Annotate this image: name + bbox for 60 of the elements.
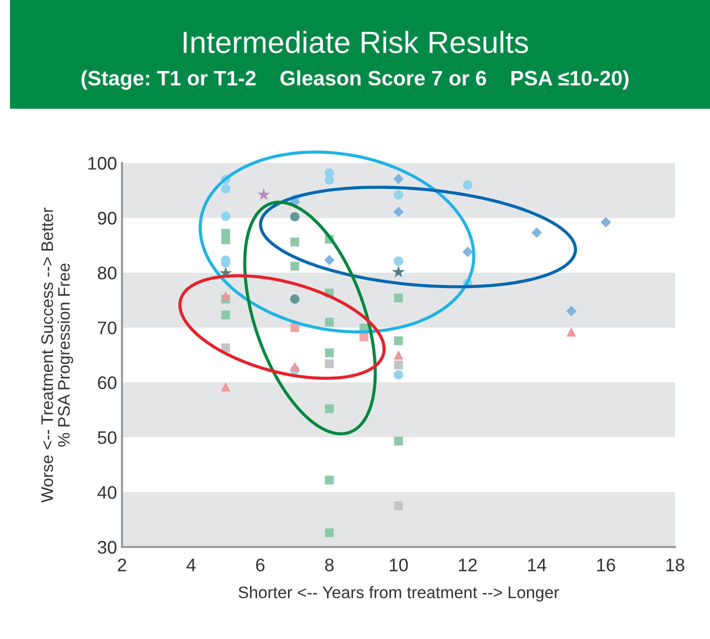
- point: [394, 294, 403, 302]
- y-tick-label: 80: [98, 266, 116, 280]
- point: [566, 306, 577, 316]
- point: [324, 254, 335, 266]
- point: [324, 175, 334, 185]
- point: [394, 360, 403, 370]
- chart-title: Intermediate Risk Results: [184, 30, 528, 54]
- point: [324, 528, 334, 538]
- point: [257, 188, 270, 200]
- point: [394, 350, 404, 360]
- x-tick-label: 4: [186, 558, 196, 572]
- chart-subtitle: (Stage: T1 or T1-2 Gleason Score 7 or 6 PSA ≤10-20): [82, 70, 628, 90]
- point: [394, 256, 404, 266]
- point: [393, 174, 404, 184]
- point: [221, 184, 230, 194]
- y-tick-label: 40: [97, 486, 116, 499]
- y-tick-label: 60: [98, 376, 116, 390]
- point: [393, 206, 404, 218]
- point: [221, 382, 230, 392]
- point: [462, 246, 473, 258]
- point: [324, 404, 334, 414]
- point: [394, 336, 403, 346]
- y-tick-label: 30: [98, 540, 116, 554]
- y-tick-label: 100: [88, 156, 116, 170]
- x-axis-title: Shorter <-- Years from treatment --> Longer: [238, 586, 559, 602]
- point: [290, 294, 300, 304]
- y-tick-label: 50: [98, 431, 116, 444]
- point: [462, 180, 472, 190]
- point: [324, 476, 334, 484]
- x-tick-label: 10: [390, 558, 408, 572]
- x-tick-label: 8: [325, 558, 334, 572]
- x-tick-label: 14: [528, 558, 546, 572]
- point: [221, 235, 230, 244]
- point: [324, 359, 334, 368]
- point: [392, 266, 405, 278]
- point: [290, 362, 300, 372]
- y-tick-label: 70: [98, 322, 116, 334]
- point: [221, 291, 230, 300]
- x-tick-label: 2: [118, 558, 126, 572]
- x-tick-label: 18: [666, 558, 684, 572]
- point: [566, 327, 576, 337]
- point: [532, 227, 542, 238]
- point: [600, 217, 612, 228]
- y-axis-title: Worse <-- Treatment Success --> Better % PSA Progression Free: [41, 208, 74, 503]
- x-tick-label: 12: [458, 558, 477, 572]
- point: [290, 212, 300, 222]
- point: [290, 238, 300, 246]
- point: [324, 318, 334, 326]
- point: [394, 370, 404, 380]
- point: [221, 310, 230, 320]
- point: [394, 190, 404, 200]
- point: [324, 348, 334, 358]
- x-tick-label: 6: [256, 558, 264, 572]
- point: [290, 323, 300, 332]
- x-tick-label: 16: [597, 558, 616, 572]
- point: [290, 262, 300, 271]
- point: [394, 436, 403, 446]
- y-tick-label: 90: [98, 212, 116, 225]
- point: [221, 212, 230, 221]
- point: [394, 501, 403, 510]
